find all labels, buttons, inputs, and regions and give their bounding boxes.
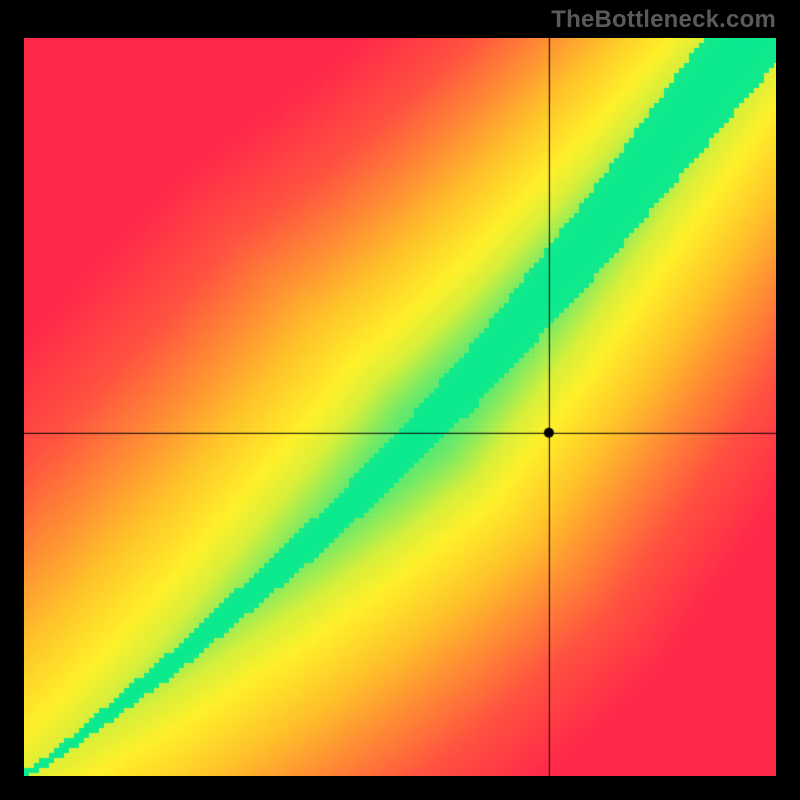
watermark-label: TheBottleneck.com [551,6,776,34]
bottleneck-heatmap [24,38,776,776]
chart-container: TheBottleneck.com [0,0,800,800]
